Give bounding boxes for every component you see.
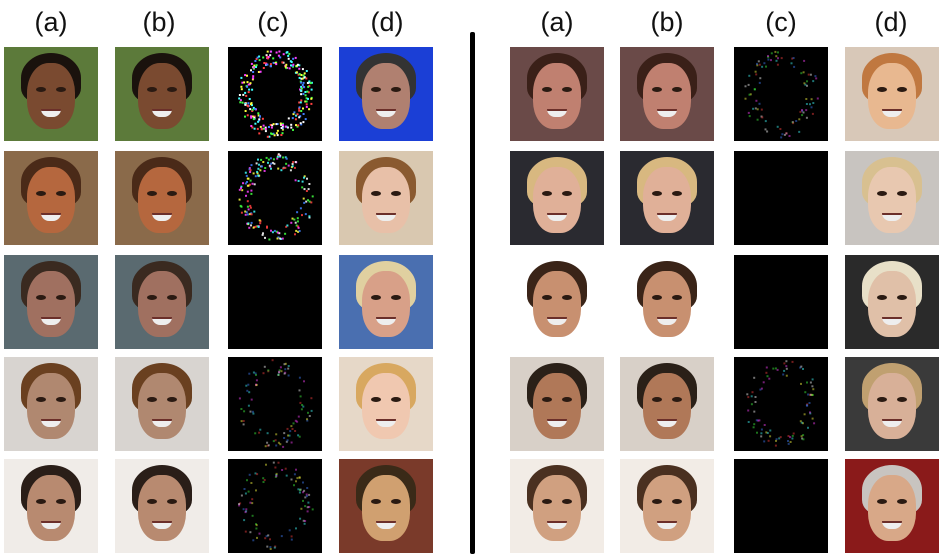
right-row-3-col-d-image <box>845 255 939 349</box>
column-header-a: (a) <box>34 7 68 37</box>
right-row-2-col-b-image <box>620 151 714 245</box>
panel-divider <box>470 32 475 554</box>
left-row-4-col-a-image <box>4 357 98 451</box>
left-row-3-col-a-image <box>4 255 98 349</box>
column-header-c: (c) <box>765 7 797 37</box>
right-row-4-col-d-image <box>845 357 939 451</box>
right-row-3-col-c-image <box>734 255 828 349</box>
right-row-4-col-c-image <box>734 357 828 451</box>
column-header-d: (d) <box>370 7 404 37</box>
column-header-d: (d) <box>874 7 908 37</box>
left-row-5-col-d-image <box>339 459 433 553</box>
right-row-1-col-b-image <box>620 47 714 141</box>
left-row-2-col-b-image <box>115 151 209 245</box>
right-panel: (a) (b) (c) (d) <box>478 0 949 554</box>
right-row-1-col-d-image <box>845 47 939 141</box>
right-row-4-col-a-image <box>510 357 604 451</box>
left-row-1-col-c-image <box>228 47 322 141</box>
left-row-5-col-b-image <box>115 459 209 553</box>
left-row-2-col-d-image <box>339 151 433 245</box>
column-header-b: (b) <box>650 7 684 37</box>
left-row-4-col-c-image <box>228 357 322 451</box>
column-header-c: (c) <box>257 7 289 37</box>
left-row-1-col-a-image <box>4 47 98 141</box>
right-row-2-col-c-image <box>734 151 828 245</box>
right-row-2-col-d-image <box>845 151 939 245</box>
left-panel: (a) (b) (c) (d) <box>0 0 472 554</box>
right-row-5-col-b-image <box>620 459 714 553</box>
left-row-3-col-b-image <box>115 255 209 349</box>
left-row-4-col-d-image <box>339 357 433 451</box>
left-row-1-col-b-image <box>115 47 209 141</box>
right-row-2-col-a-image <box>510 151 604 245</box>
right-row-1-col-c-image <box>734 47 828 141</box>
left-row-2-col-a-image <box>4 151 98 245</box>
column-header-b: (b) <box>142 7 176 37</box>
right-row-1-col-a-image <box>510 47 604 141</box>
left-row-3-col-d-image <box>339 255 433 349</box>
left-row-5-col-a-image <box>4 459 98 553</box>
left-row-2-col-c-image <box>228 151 322 245</box>
right-row-5-col-d-image <box>845 459 939 553</box>
right-row-3-col-b-image <box>620 255 714 349</box>
left-row-1-col-d-image <box>339 47 433 141</box>
left-row-4-col-b-image <box>115 357 209 451</box>
left-row-5-col-c-image <box>228 459 322 553</box>
column-header-a: (a) <box>540 7 574 37</box>
right-row-5-col-a-image <box>510 459 604 553</box>
right-row-3-col-a-image <box>510 255 604 349</box>
right-row-5-col-c-image <box>734 459 828 553</box>
left-row-3-col-c-image <box>228 255 322 349</box>
right-row-4-col-b-image <box>620 357 714 451</box>
